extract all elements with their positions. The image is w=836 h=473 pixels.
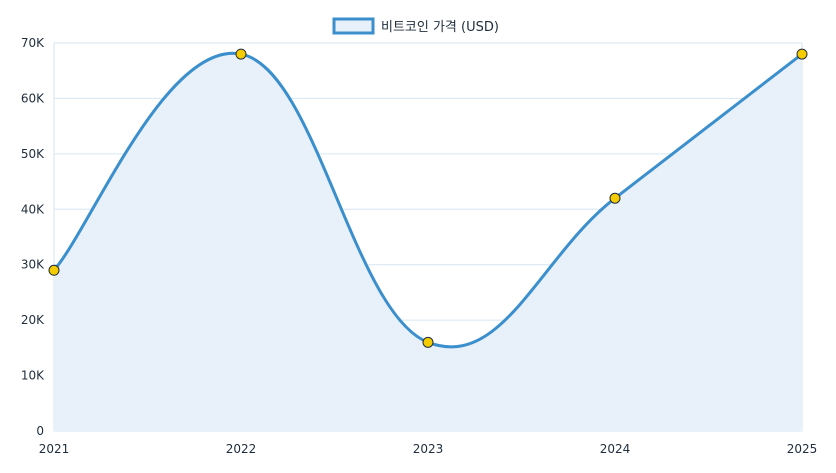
legend-label: 비트코인 가격 (USD) [381,20,499,35]
data-point[interactable] [796,48,808,60]
series-area [54,53,802,432]
x-tick-label: 2024 [600,442,631,456]
legend-swatch [332,17,375,35]
data-point[interactable] [609,192,621,204]
data-point[interactable] [422,336,434,348]
y-tick-label: 0 [36,424,44,438]
y-tick-label: 10K [21,369,45,383]
y-axis-tick-labels: 0 10K 20K 30K 40K 50K 60K 70K [21,36,45,438]
series-line-path [52,51,804,349]
y-tick-label: 60K [21,91,45,105]
y-tick-label: 40K [21,202,45,216]
legend[interactable]: 비트코인 가격 (USD) [332,17,499,35]
data-point[interactable] [235,48,247,60]
x-tick-label: 2025 [787,442,818,456]
x-tick-label: 2022 [226,442,257,456]
y-tick-label: 20K [21,313,45,327]
y-tick-label: 50K [21,147,45,161]
x-tick-label: 2023 [413,442,444,456]
x-tick-label: 2021 [39,442,70,456]
series-line [52,51,804,349]
data-point[interactable] [48,264,60,276]
area-fill [54,53,802,432]
x-axis-tick-labels: 2021 2022 2023 2024 2025 [39,442,818,456]
y-tick-label: 70K [21,36,45,50]
data-points [48,48,808,348]
y-tick-label: 30K [21,258,45,272]
